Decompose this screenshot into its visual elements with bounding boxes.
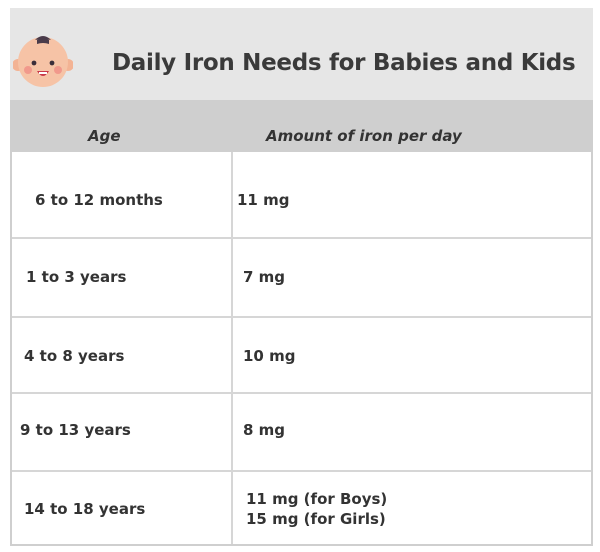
table-row-amount-cell: 11 mg (for Boys): [246, 490, 388, 508]
column-divider: [231, 152, 233, 544]
row-divider: [12, 392, 591, 394]
row-divider: [12, 316, 591, 318]
table-row-amount-cell: 7 mg: [243, 268, 286, 286]
row-divider: [12, 237, 591, 239]
table-row-age-cell: 14 to 18 years: [24, 500, 146, 518]
table-header-row: Age Amount of iron per day: [12, 100, 591, 152]
iron-needs-table: Age Amount of iron per day 6 to 12 month…: [10, 100, 593, 546]
title-banner: Daily Iron Needs for Babies and Kids: [10, 8, 593, 100]
table-row-age-cell: 9 to 13 years: [20, 421, 131, 439]
table-row-amount-cell: 15 mg (for Girls): [246, 510, 386, 528]
table-row-age-cell: 1 to 3 years: [26, 268, 127, 286]
row-divider: [12, 470, 591, 472]
table-row-amount-cell: 10 mg: [243, 347, 296, 365]
page-title: Daily Iron Needs for Babies and Kids: [112, 50, 576, 76]
column-header-amount: Amount of iron per day: [266, 127, 462, 145]
baby-face-icon: [13, 36, 73, 87]
table-row-age-cell: 6 to 12 months: [35, 191, 163, 209]
table-row-amount-cell: 8 mg: [243, 421, 286, 439]
table-row-age-cell: 4 to 8 years: [24, 347, 125, 365]
column-header-age: Age: [88, 127, 121, 145]
table-row-amount-cell: 11 mg: [237, 191, 290, 209]
